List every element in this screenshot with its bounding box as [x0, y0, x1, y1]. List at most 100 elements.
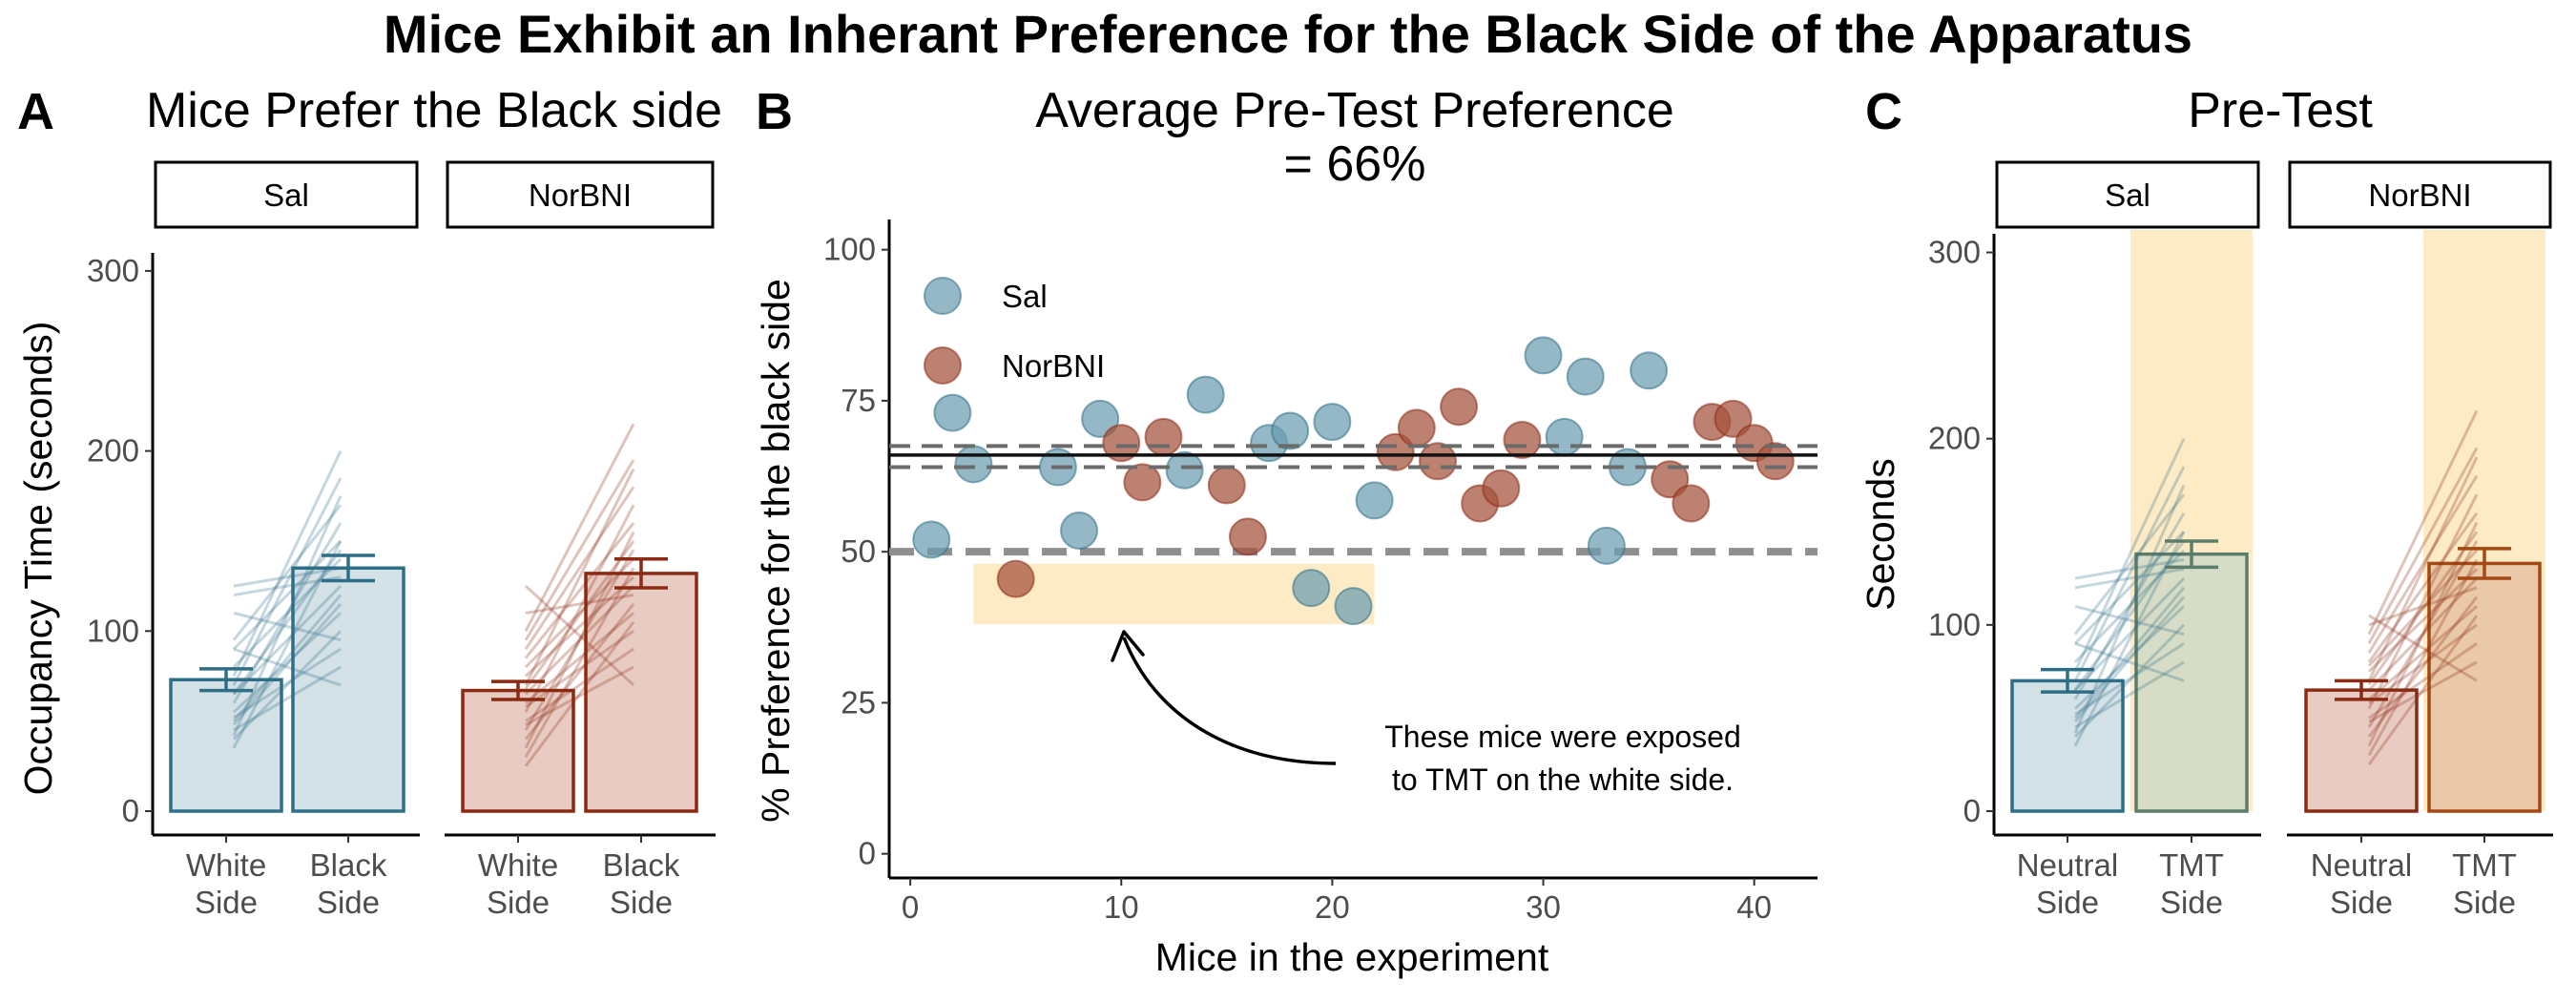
- data-point-norbni: [1755, 442, 1795, 481]
- subject-line: [233, 665, 342, 732]
- subject-line: [232, 495, 343, 737]
- subject-line: [2367, 595, 2479, 738]
- facet-strip-label: NorBNI: [529, 177, 632, 213]
- data-point-norbni: [1418, 442, 1457, 481]
- bar: [2134, 552, 2249, 813]
- subject-line: [233, 647, 342, 720]
- facet-strip-label: NorBNI: [2368, 177, 2471, 213]
- data-point-norbni: [1397, 408, 1436, 448]
- bar: [2010, 678, 2125, 813]
- data-point-norbni: [1651, 460, 1690, 499]
- data-point-norbni: [1672, 484, 1711, 523]
- data-point-sal: [954, 445, 993, 484]
- subject-line: [2074, 558, 2185, 580]
- subject-line: [2367, 549, 2479, 667]
- data-point-sal: [1334, 587, 1373, 626]
- subject-line: [2367, 456, 2479, 682]
- legend-key-norbni: [924, 346, 962, 385]
- bar: [291, 566, 405, 813]
- data-point-sal: [1313, 403, 1352, 442]
- data-point-sal: [1630, 351, 1669, 390]
- x-tick-label: Neutral Side: [2017, 847, 2118, 920]
- bar: [584, 572, 698, 813]
- subject-line: [2368, 586, 2478, 627]
- x-tick-label: 40: [1736, 889, 1772, 925]
- subject-line: [2367, 493, 2479, 710]
- data-point-sal: [1165, 450, 1204, 490]
- data-point-sal: [1587, 526, 1626, 565]
- data-point-norbni: [996, 559, 1035, 598]
- subject-line: [232, 557, 343, 669]
- panel-label-b: B: [756, 83, 793, 140]
- y-tick-label: 100: [1928, 607, 1981, 642]
- subject-line: [524, 459, 635, 641]
- panel-label-a: A: [17, 83, 54, 140]
- subject-line: [233, 611, 342, 642]
- annotation-arrowhead: [1111, 630, 1145, 662]
- subject-line: [2073, 438, 2186, 673]
- subject-line: [2073, 595, 2186, 723]
- subject-line: [2368, 642, 2478, 720]
- y-tick-label: 50: [841, 533, 876, 569]
- facet-strip: [2288, 160, 2552, 229]
- subject-line: [232, 602, 343, 726]
- subject-line: [524, 531, 635, 749]
- subject-line: [2367, 558, 2479, 757]
- facet-strip-label: Sal: [263, 177, 309, 213]
- figure-title: Mice Exhibit an Inherant Preference for …: [384, 4, 2192, 64]
- panel-a-plot: 0 100 200 300 Sal White Side Black Side NorBNI Whi…: [87, 160, 716, 920]
- x-tick-label: White Side: [478, 847, 558, 920]
- subject-line: [2074, 660, 2185, 729]
- bar: [461, 688, 575, 813]
- annotation-arrow: [1122, 637, 1337, 765]
- subject-line: [524, 468, 635, 686]
- subject-line: [524, 567, 635, 759]
- subject-line: [2367, 531, 2479, 686]
- subject-line: [233, 566, 342, 588]
- subject-line: [2073, 531, 2186, 645]
- x-tick-label: 20: [1315, 889, 1350, 925]
- data-point-norbni: [1440, 387, 1479, 427]
- subject-line: [232, 522, 343, 704]
- subject-line: [524, 557, 635, 669]
- y-tick-label: 0: [1963, 793, 1981, 828]
- facet-strip-label: Sal: [2105, 177, 2150, 213]
- subject-line: [2367, 409, 2479, 636]
- x-tick-label: White Side: [186, 847, 266, 920]
- subject-line: [524, 585, 635, 687]
- y-tick-label: 0: [122, 793, 139, 828]
- data-point-sal: [912, 520, 951, 559]
- data-point-norbni: [1503, 421, 1542, 460]
- subject-line: [524, 540, 635, 690]
- subject-line: [2367, 511, 2479, 663]
- subject-line: [2368, 605, 2478, 701]
- subject-line: [524, 522, 635, 659]
- x-tick-label: Black Side: [310, 847, 387, 920]
- bar: [2304, 688, 2419, 813]
- panel-c-ylabel: Seconds: [1859, 458, 1902, 611]
- data-point-sal: [1524, 336, 1563, 375]
- subject-line: [2074, 642, 2185, 716]
- panel-a-title: Mice Prefer the Black side: [146, 83, 722, 138]
- subject-line: [2368, 623, 2478, 705]
- data-point-norbni: [1376, 432, 1415, 471]
- panel-c-title: Pre-Test: [2188, 83, 2373, 138]
- subject-line: [2073, 623, 2186, 738]
- x-tick-label: Black Side: [603, 847, 680, 920]
- data-point-norbni: [1714, 399, 1753, 438]
- y-tick-label: 300: [1928, 235, 1981, 270]
- facet-strip: [446, 160, 715, 229]
- data-point-norbni: [1144, 417, 1183, 456]
- subject-line: [2073, 577, 2186, 692]
- subject-line: [2367, 540, 2479, 728]
- annotation-text: These mice were exposed to TMT on the whi…: [1384, 720, 1741, 797]
- x-tick-label: 30: [1526, 889, 1561, 925]
- subject-line: [525, 630, 634, 708]
- data-point-sal: [1566, 357, 1605, 396]
- y-tick-label: 200: [1928, 421, 1981, 456]
- subject-line: [232, 539, 343, 651]
- subject-line: [2368, 614, 2478, 682]
- data-point-sal: [1060, 511, 1099, 551]
- subject-line: [232, 594, 343, 722]
